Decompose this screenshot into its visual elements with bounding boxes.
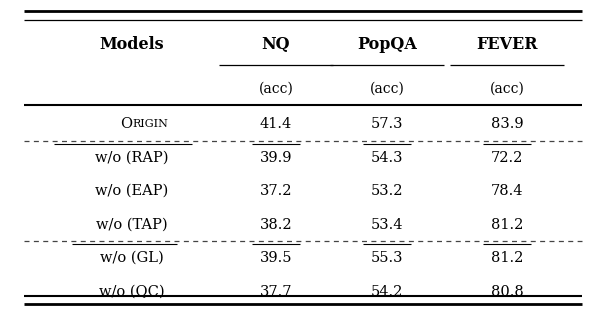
Text: 72.2: 72.2: [491, 151, 523, 165]
Text: 39.5: 39.5: [260, 251, 292, 265]
Text: RIGIN: RIGIN: [133, 119, 169, 129]
Text: (acc): (acc): [490, 81, 524, 95]
Text: 53.2: 53.2: [371, 184, 403, 198]
Text: 83.9: 83.9: [491, 117, 523, 131]
Text: 38.2: 38.2: [260, 218, 292, 232]
Text: 54.2: 54.2: [371, 285, 403, 299]
Text: 55.3: 55.3: [371, 251, 403, 265]
Text: NQ: NQ: [262, 37, 290, 53]
Text: w/o (RAP): w/o (RAP): [95, 151, 169, 165]
Text: 41.4: 41.4: [260, 117, 292, 131]
Text: 57.3: 57.3: [371, 117, 403, 131]
Text: FEVER: FEVER: [476, 37, 538, 53]
Text: 80.8: 80.8: [491, 285, 523, 299]
Text: PopQA: PopQA: [357, 37, 417, 53]
Text: 39.9: 39.9: [260, 151, 292, 165]
Text: 37.2: 37.2: [260, 184, 292, 198]
Text: w/o (EAP): w/o (EAP): [95, 184, 169, 198]
Text: Models: Models: [100, 37, 164, 53]
Text: O: O: [120, 117, 132, 131]
Text: w/o (TAP): w/o (TAP): [96, 218, 168, 232]
Text: 78.4: 78.4: [491, 184, 523, 198]
Text: 81.2: 81.2: [491, 251, 523, 265]
Text: w/o (QC): w/o (QC): [99, 285, 165, 299]
Text: 54.3: 54.3: [371, 151, 403, 165]
Text: (acc): (acc): [370, 81, 404, 95]
Text: 37.7: 37.7: [260, 285, 292, 299]
Text: w/o (GL): w/o (GL): [100, 251, 164, 265]
Text: 81.2: 81.2: [491, 218, 523, 232]
Text: 53.4: 53.4: [371, 218, 403, 232]
Text: (acc): (acc): [259, 81, 293, 95]
